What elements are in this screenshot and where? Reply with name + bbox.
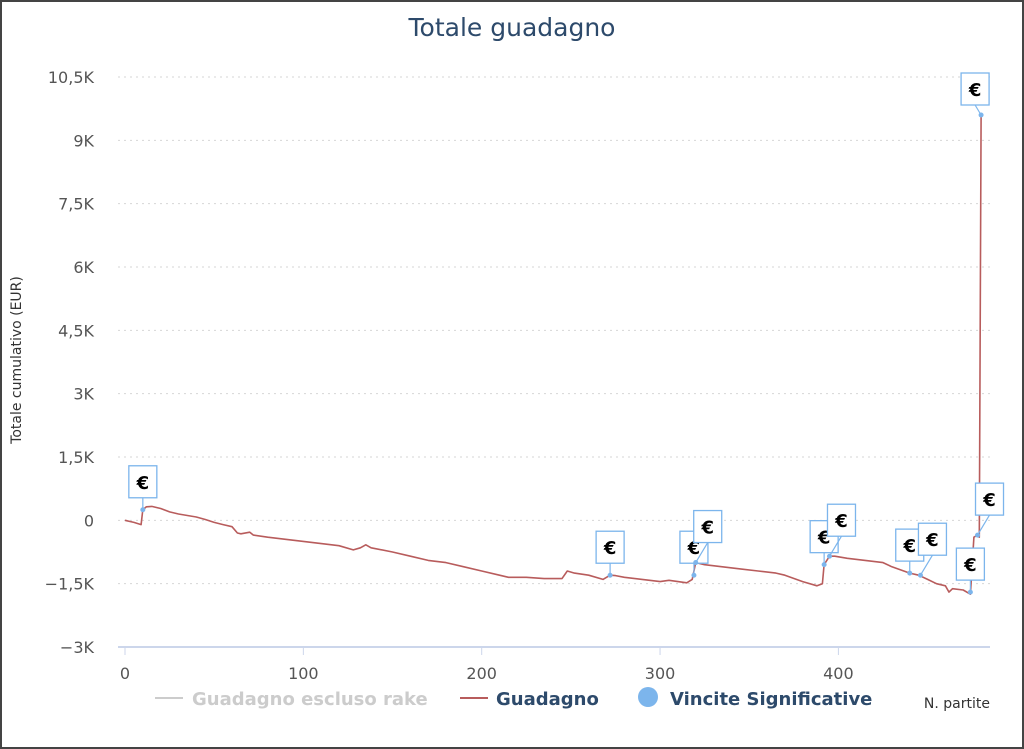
legend-label-guadagno: Guadagno <box>496 689 599 710</box>
marker-point <box>967 589 973 595</box>
y-tick-label: 7,5K <box>58 195 94 214</box>
marker-point <box>978 112 984 118</box>
y-tick-label: 3K <box>73 385 94 404</box>
flag-marker[interactable]: € <box>809 520 839 568</box>
marker-point <box>140 507 146 513</box>
grid-lines <box>118 76 990 585</box>
flag-label: € <box>834 511 848 532</box>
flag-box <box>595 530 625 564</box>
marker-point <box>691 572 697 578</box>
flag-label: € <box>968 80 982 101</box>
flag-label: € <box>700 518 714 539</box>
flag-box <box>128 465 158 499</box>
flag-connector <box>977 514 991 536</box>
flag-label: € <box>136 473 150 494</box>
flag-marker[interactable]: € <box>595 530 625 578</box>
flag-label: € <box>925 530 939 551</box>
flag-marker[interactable]: € <box>960 72 990 118</box>
flag-marker[interactable]: € <box>974 482 1005 538</box>
flag-connector <box>828 535 842 557</box>
flag-connector <box>919 554 933 576</box>
legend-label-guadagno-escluso-rake: Guadagno escluso rake <box>192 689 428 710</box>
legend-item-vincite-significative[interactable]: Vincite Significative <box>638 687 872 710</box>
marker-point <box>607 572 613 578</box>
y-tick-label: −3K <box>60 638 95 657</box>
legend-item-guadagno-escluso-rake[interactable]: Guadagno escluso rake <box>155 689 428 710</box>
y-tick-label: 10,5K <box>48 68 95 87</box>
legend-label-vincite-significative: Vincite Significative <box>670 689 872 710</box>
legend-marker-dot <box>638 687 658 707</box>
y-tick-label: 6K <box>73 258 94 277</box>
flag-marker[interactable]: € <box>826 503 857 559</box>
flag-box <box>917 522 948 556</box>
legend-item-guadagno[interactable]: Guadagno <box>460 689 599 710</box>
marker-point <box>917 572 923 578</box>
series-layer <box>124 114 982 595</box>
x-tick-label: 400 <box>823 664 854 683</box>
marker-point <box>826 553 832 559</box>
y-axis-ticks: −3K −1,5K 0 1,5K 3K 4,5K 6K 7,5K 9K 10,5K <box>45 68 95 657</box>
x-tick-label: 0 <box>120 664 130 683</box>
series-line-guadagno[interactable] <box>124 114 982 595</box>
flag-label: € <box>902 536 916 557</box>
flag-marker[interactable]: € <box>128 465 158 513</box>
marker-layer: €€ €€ €€€ €€€€ <box>128 72 1005 595</box>
flag-box <box>960 72 990 106</box>
flag-box <box>693 509 723 544</box>
x-tick-label: 200 <box>466 664 497 683</box>
y-axis-label: Totale cumulativo (EUR) <box>9 276 25 445</box>
flag-box <box>809 520 839 554</box>
marker-point <box>907 570 913 576</box>
marker-point <box>975 532 981 538</box>
marker-point <box>821 562 827 568</box>
legend: Guadagno escluso rake Guadagno Vincite S… <box>155 687 872 710</box>
flag-label: € <box>687 538 701 559</box>
y-tick-label: 4,5K <box>58 321 94 340</box>
flag-connector <box>695 542 709 563</box>
y-tick-label: −1,5K <box>45 575 95 594</box>
flag-box <box>826 503 857 537</box>
flag-label: € <box>982 490 996 511</box>
x-axis-label: N. partite <box>924 696 990 712</box>
flag-marker[interactable]: € <box>955 547 986 595</box>
y-tick-label: 1,5K <box>58 448 94 467</box>
y-tick-label: 9K <box>73 131 94 150</box>
marker-point <box>693 560 699 566</box>
x-axis: 0 100 200 300 400 <box>118 646 990 683</box>
x-tick-label: 300 <box>645 664 676 683</box>
flag-label: € <box>603 538 617 559</box>
flag-marker[interactable]: € <box>917 522 948 578</box>
flag-box <box>974 482 1005 516</box>
y-tick-label: 0 <box>84 511 94 530</box>
x-tick-label: 100 <box>288 664 319 683</box>
flag-marker[interactable]: € <box>693 509 723 566</box>
chart-title: Totale guadagno <box>408 13 616 42</box>
flag-box <box>955 547 986 581</box>
flag-label: € <box>963 555 977 576</box>
